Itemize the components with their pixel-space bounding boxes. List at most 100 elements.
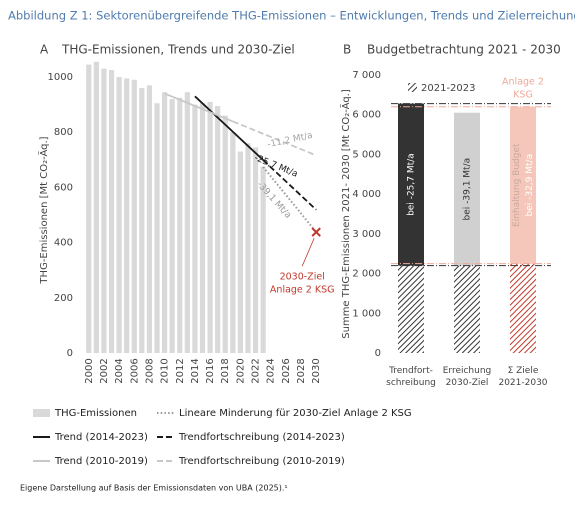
x-tick-label: Trendfort-schreibung	[386, 366, 436, 388]
bar	[252, 147, 259, 353]
footnote: Eigene Darstellung auf Basis der Emissio…	[20, 484, 288, 493]
y-tick-label: 4 000	[352, 189, 381, 200]
y-tick-label: 0	[67, 348, 73, 359]
target-label: Anlage 2 KSG	[270, 285, 335, 296]
x-tick-label: 2016	[205, 358, 216, 383]
bar	[93, 61, 99, 353]
bar	[199, 103, 206, 353]
bar-label: bei -25,7 Mt/a	[407, 153, 417, 216]
x-tick-label: 2010	[160, 358, 171, 383]
x-tick-label: 2004	[114, 358, 125, 383]
bar	[169, 99, 175, 353]
bar	[230, 132, 236, 353]
x-tick-label: 2022	[251, 358, 262, 383]
bar	[124, 78, 130, 353]
bar-segment	[398, 265, 424, 353]
y-tick-label: 1 000	[352, 308, 381, 319]
y-tick-label: 1000	[48, 72, 73, 83]
y-axis-title: THG-Emissionen [Mt CO₂-Äq.]	[37, 136, 50, 284]
bar	[192, 104, 198, 353]
x-tick-label: Erreichung 2030-Ziel	[443, 366, 492, 388]
target-leader	[301, 237, 315, 267]
bar	[215, 105, 221, 353]
annotation: -25,7 Mt/a	[253, 153, 299, 180]
bar	[131, 79, 137, 353]
trend-line	[232, 120, 317, 157]
x-tick-label: 2026	[281, 358, 292, 383]
x-tick-label: 2030	[311, 358, 322, 383]
x-tick-label: 2014	[190, 358, 201, 383]
bar-segment	[454, 265, 480, 353]
annotation: Anlage 2	[502, 77, 544, 88]
legend-label: 2021-2023	[421, 83, 476, 94]
bar	[184, 92, 190, 354]
x-tick-label: 2002	[99, 358, 110, 383]
legend-swatch	[33, 409, 50, 417]
bar	[161, 92, 168, 354]
trend-line	[262, 159, 317, 211]
trend-line	[164, 92, 234, 123]
bar	[207, 101, 213, 353]
target-label: 2030-Ziel	[280, 272, 325, 283]
x-tick-label: 2020	[235, 358, 246, 383]
legend-label: Trendfortschreibung (2014-2023)	[178, 432, 345, 443]
bar	[116, 77, 122, 353]
panel-letter: A	[40, 43, 49, 57]
annotation: -11,2 Mt/a	[267, 131, 314, 150]
target-cross	[311, 227, 321, 237]
bar	[260, 166, 266, 353]
trend-line	[194, 95, 264, 161]
x-tick-label: 2024	[266, 358, 277, 383]
bar	[237, 151, 244, 353]
bar-segment	[454, 112, 480, 266]
bar	[177, 97, 183, 353]
bar-segment	[510, 263, 536, 353]
target-marker	[311, 227, 321, 237]
chart-title: Budgetbetrachtung 2021 - 2030	[367, 43, 561, 57]
legend-label: Trendfortschreibung (2010-2019)	[178, 456, 345, 467]
x-tick-label: 2028	[296, 358, 307, 383]
bar-label: bei -39,1 Mt/a	[463, 158, 473, 221]
bar-label: Einhaltung Budget	[512, 143, 522, 227]
x-tick-label: Σ Ziele 2021-2030	[498, 366, 547, 388]
chart-title: THG-Emissionen, Trends und 2030-Ziel	[61, 43, 295, 57]
bar-label: bei -32,9 Mt/a	[525, 154, 535, 217]
x-tick-label: 2000	[84, 358, 95, 383]
annotation: -39,1 Mt/a	[255, 180, 293, 221]
legend-label: Trend (2014-2023)	[54, 432, 148, 443]
bar-segment	[510, 106, 536, 264]
y-tick-label: 200	[54, 293, 73, 304]
y-tick-label: 800	[54, 127, 73, 138]
bar	[139, 88, 145, 353]
x-tick-label: 2018	[220, 358, 231, 383]
panel-letter: B	[343, 43, 351, 57]
bar	[86, 64, 92, 353]
legend-label: Trend (2010-2019)	[54, 456, 148, 467]
caption: Abbildung Z 1: Sektorenübergreifende THG…	[8, 9, 575, 23]
legend-label: Lineare Minderung für 2030-Ziel Anlage 2…	[179, 408, 412, 419]
y-tick-label: 6 000	[352, 110, 381, 121]
trend-line	[262, 166, 317, 233]
bar	[101, 68, 107, 353]
y-tick-label: 7 000	[352, 70, 381, 81]
y-tick-label: 5 000	[352, 149, 381, 160]
y-axis-title: Summe THG-Emissionen 2021- 2030 [Mt CO₂-…	[339, 89, 352, 339]
y-tick-label: 600	[54, 182, 73, 193]
bar-segment	[398, 103, 424, 266]
bar	[154, 103, 160, 353]
x-tick-label: 2012	[175, 358, 186, 383]
y-tick-label: 0	[375, 348, 381, 359]
bar	[146, 85, 153, 353]
y-tick-label: 400	[54, 238, 73, 249]
y-tick-label: 2 000	[352, 269, 381, 280]
bar	[222, 115, 228, 353]
y-tick-label: 3 000	[352, 229, 381, 240]
legend-swatch	[408, 83, 417, 92]
x-tick-label: 2006	[129, 358, 140, 383]
bar	[245, 143, 251, 353]
annotation: KSG	[513, 90, 533, 101]
legend-label: THG-Emissionen	[54, 408, 137, 419]
bar	[108, 70, 115, 353]
x-tick-label: 2008	[144, 358, 155, 383]
